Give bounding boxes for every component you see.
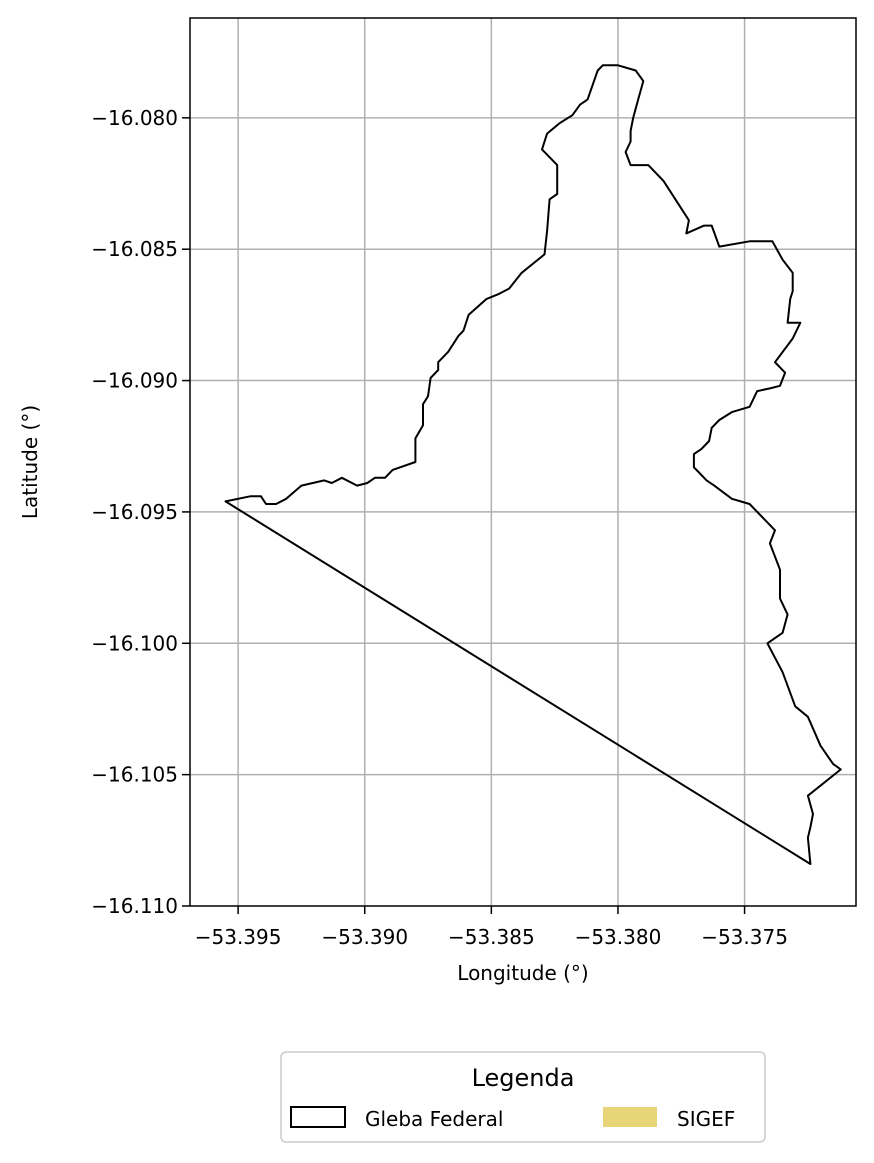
y-tick-label: −16.105 bbox=[91, 763, 178, 787]
y-axis-ticks: −16.080 −16.085 −16.090 −16.095 −16.100 −16.1… bbox=[91, 106, 190, 918]
x-axis-ticks: −53.395 −53.390 −53.385 −53.380 −53.375 bbox=[195, 906, 788, 949]
legend-label-gleba-federal: Gleba Federal bbox=[365, 1107, 503, 1131]
x-tick-label: −53.390 bbox=[321, 925, 408, 949]
y-axis-label: Latitude (°) bbox=[18, 405, 42, 519]
x-tick-label: −53.385 bbox=[448, 925, 535, 949]
y-tick-label: −16.080 bbox=[91, 106, 178, 130]
legend-label-sigef: SIGEF bbox=[677, 1107, 735, 1131]
plot-frame bbox=[189, 17, 857, 907]
x-tick-label: −53.380 bbox=[575, 925, 662, 949]
map-polygons bbox=[224, 64, 842, 865]
y-tick-label: −16.095 bbox=[91, 500, 178, 524]
y-tick-label: −16.090 bbox=[91, 369, 178, 393]
legend-swatch-gleba-federal bbox=[290, 1106, 346, 1128]
x-tick-label: −53.395 bbox=[195, 925, 282, 949]
y-tick-label: −16.085 bbox=[91, 237, 178, 261]
grid-lines bbox=[190, 18, 856, 906]
legend-swatch-sigef bbox=[603, 1107, 657, 1127]
legend-title: Legenda bbox=[472, 1064, 575, 1092]
x-tick-label: −53.375 bbox=[701, 925, 788, 949]
y-tick-label: −16.100 bbox=[91, 631, 178, 655]
y-tick-label: −16.110 bbox=[91, 894, 178, 918]
x-axis-label: Longitude (°) bbox=[457, 961, 588, 985]
legend: Legenda Gleba Federal SIGEF bbox=[280, 1051, 766, 1143]
polygon-gleba-federal bbox=[224, 64, 842, 865]
